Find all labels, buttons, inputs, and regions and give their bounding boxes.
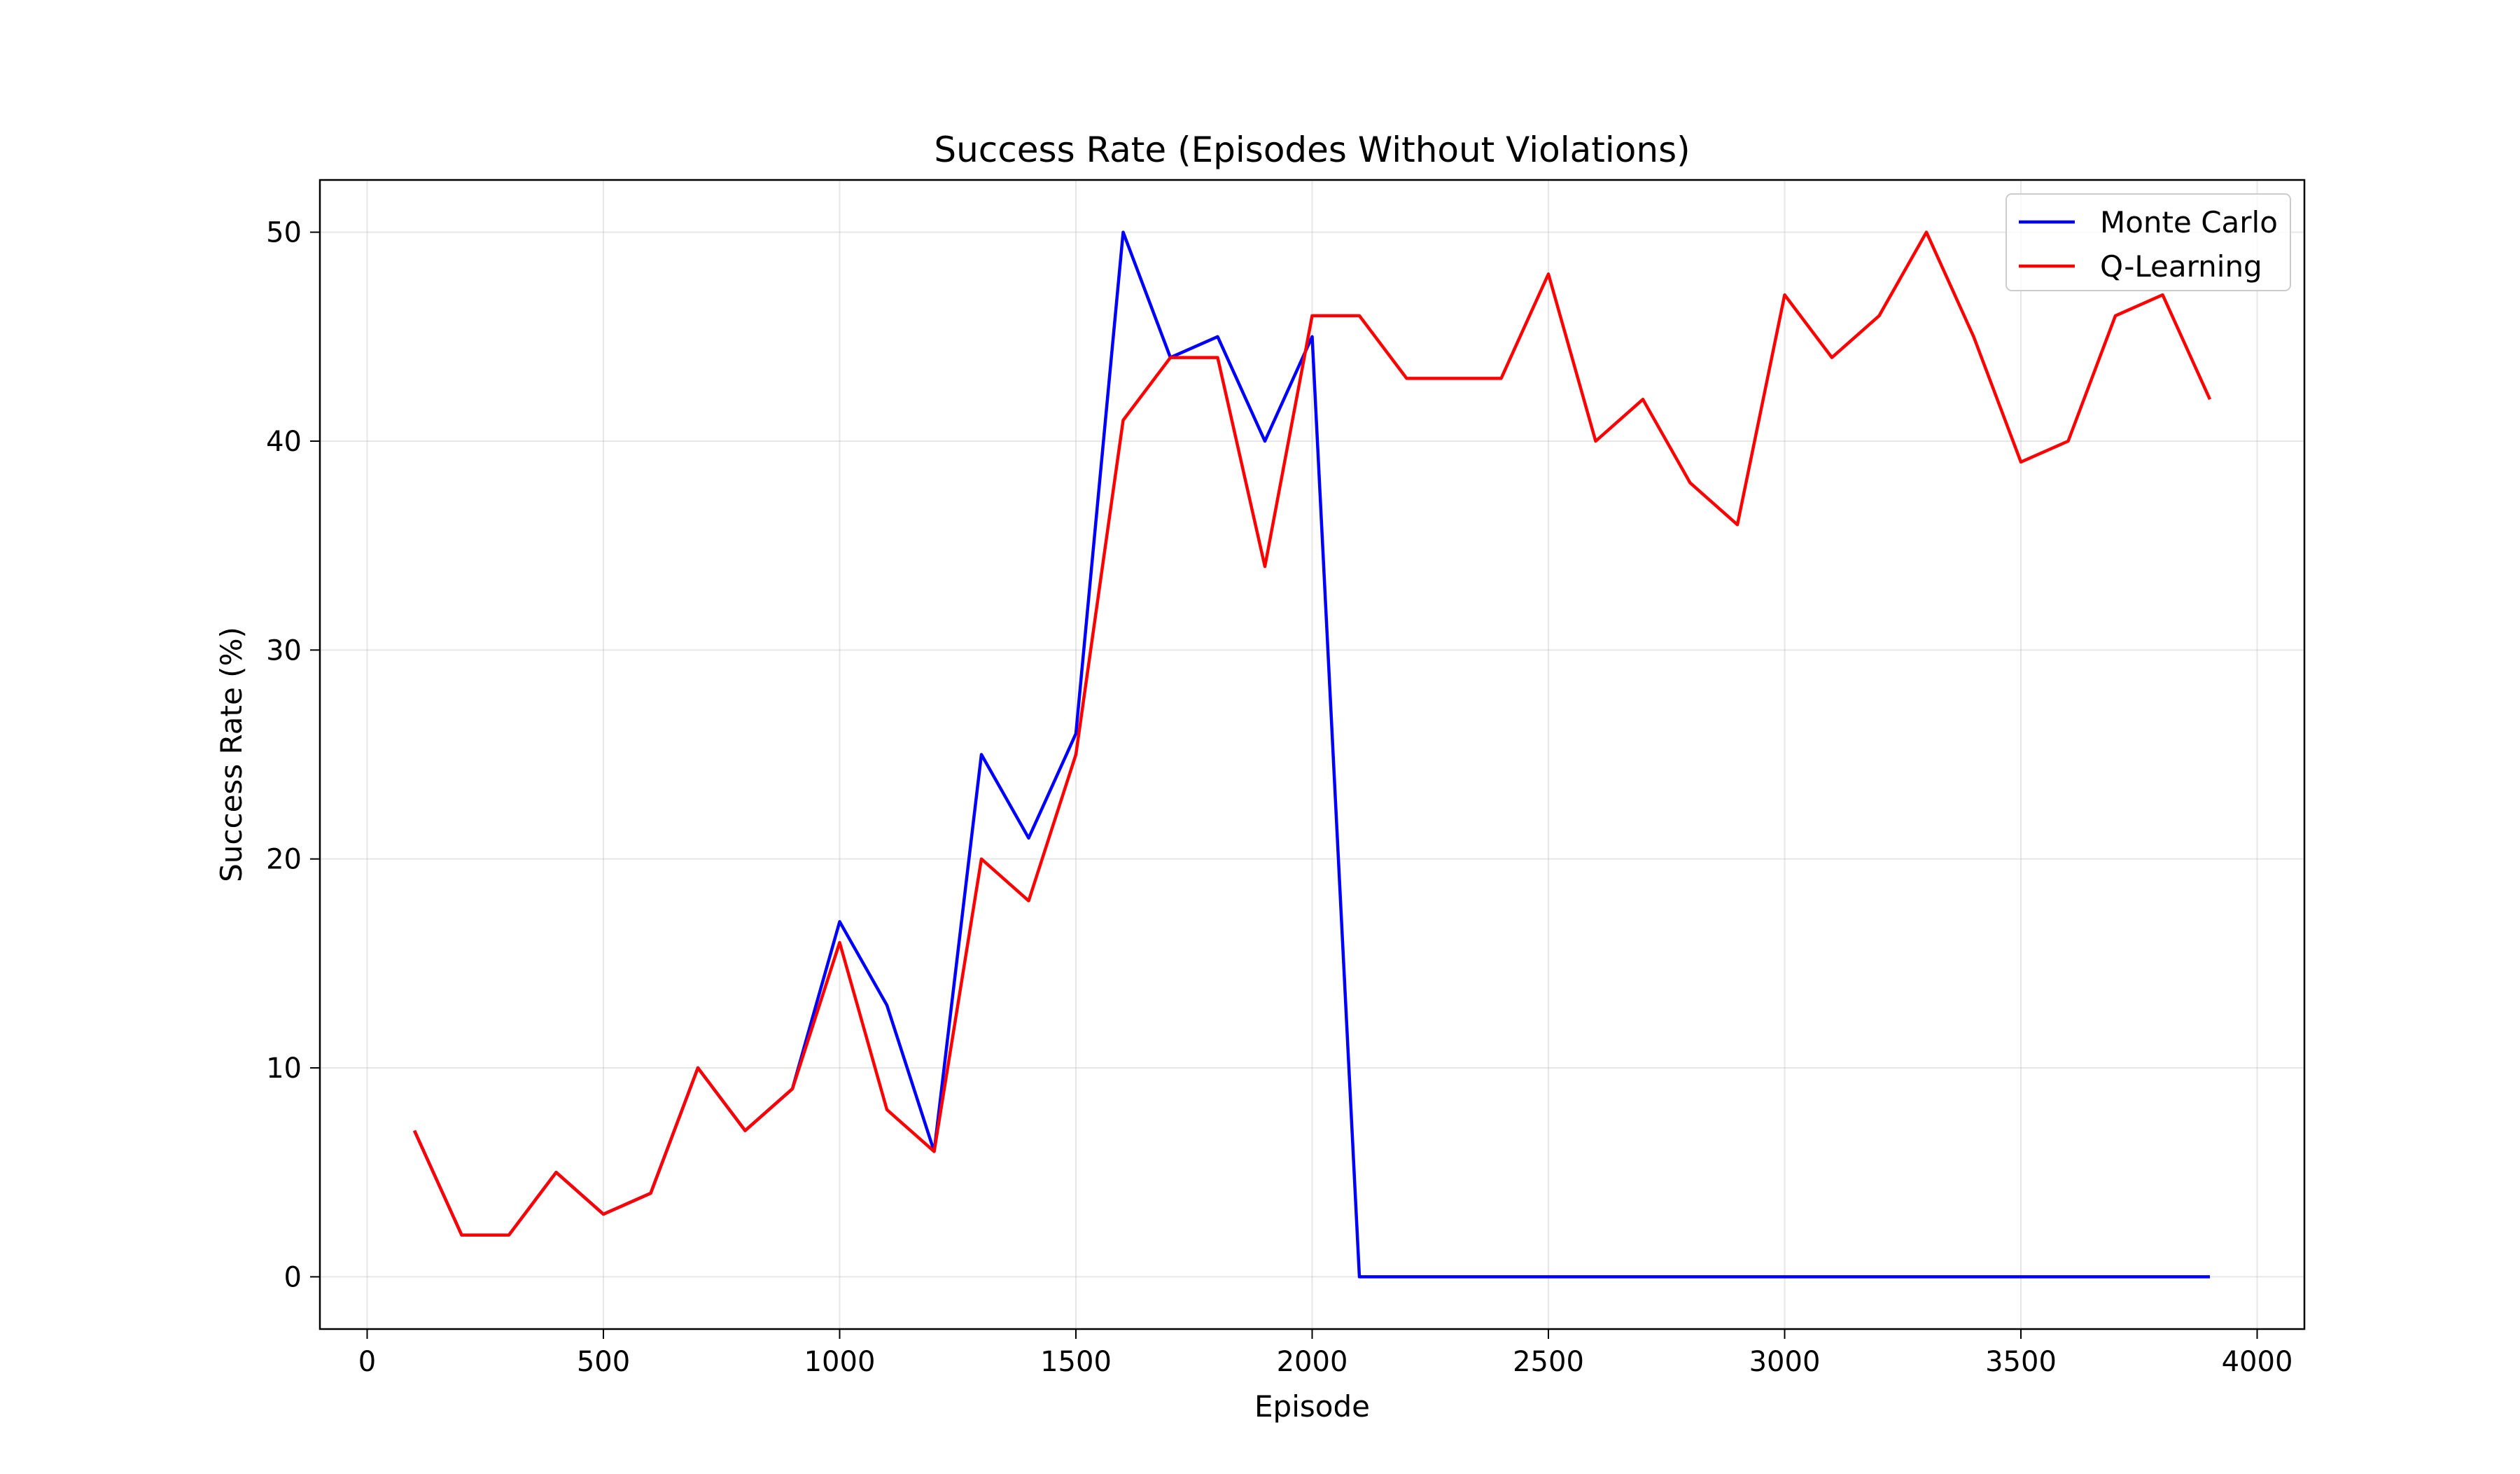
legend-box [2005,193,2291,291]
y-tick-label: 0 [284,1261,302,1293]
y-tick-label: 30 [266,634,302,667]
x-tick-label: 500 [577,1346,630,1378]
x-tick-label: 2500 [1513,1346,1584,1378]
x-tick-label: 0 [358,1346,376,1378]
y-axis-label: Success Rate (%) [214,627,248,882]
legend-label: Q-Learning [2100,249,2262,284]
axis-ticks: 0 500 1000 1500 2000 2500 3000 3500 4000 0 10 20 30 4… [266,217,2292,1378]
x-tick-label: 3000 [1749,1346,1821,1378]
x-tick-label: 2000 [1277,1346,1348,1378]
series-line-q-learning [412,230,2212,1237]
y-tick-label: 20 [266,844,302,876]
x-tick-label: 3500 [1985,1346,2057,1378]
x-tick-label: 4000 [2222,1346,2293,1378]
chart-title: Success Rate (Episodes Without Violation… [934,130,1690,170]
series-lines [412,230,2212,1279]
y-tick-label: 10 [266,1052,302,1085]
legend-label: Monte Carlo [2100,205,2278,239]
y-tick-label: 40 [266,426,302,458]
x-tick-label: 1500 [1040,1346,1112,1378]
legend: Monte Carlo Q-Learning [2005,193,2291,291]
y-tick-label: 50 [266,217,302,249]
x-tick-label: 1000 [804,1346,876,1378]
x-axis-label: Episode [1254,1389,1370,1424]
